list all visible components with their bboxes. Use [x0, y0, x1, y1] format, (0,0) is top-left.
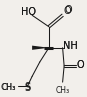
Text: NH: NH [63, 41, 78, 51]
Text: CH₃: CH₃ [2, 83, 16, 92]
Text: NH: NH [63, 41, 78, 51]
Text: S: S [24, 82, 30, 92]
Text: CH₃: CH₃ [56, 86, 70, 95]
Text: O: O [64, 6, 71, 16]
Text: S: S [24, 83, 30, 93]
Text: HO: HO [21, 7, 36, 17]
Text: O: O [77, 60, 84, 70]
Text: O: O [64, 5, 72, 15]
Text: O: O [77, 60, 84, 70]
Text: CH₃: CH₃ [1, 83, 16, 92]
Text: HO: HO [21, 7, 36, 17]
Polygon shape [32, 46, 49, 50]
